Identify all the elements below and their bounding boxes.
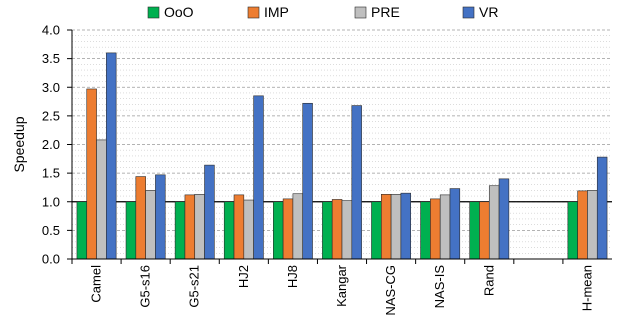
y-tick-label: 0.0 bbox=[42, 252, 60, 267]
bar-pre bbox=[292, 193, 304, 260]
y-tick-label: 4.0 bbox=[42, 23, 60, 38]
y-tick-label: 3.0 bbox=[42, 80, 60, 95]
bar-vr bbox=[351, 105, 362, 260]
x-tick-labels: Camel G5-s16 G5-s21 HJ2 HJ8 Kangar NAS-CG NAS-I… bbox=[89, 264, 595, 315]
bar-pre bbox=[194, 194, 205, 260]
bar-imp bbox=[135, 176, 146, 260]
x-tick-label: NAS-IS bbox=[432, 265, 447, 309]
y-tick-label: 2.5 bbox=[42, 108, 60, 123]
bar-imp bbox=[331, 199, 343, 260]
legend-swatch-imp bbox=[247, 6, 260, 19]
bar-imp bbox=[479, 201, 490, 260]
bar-imp bbox=[577, 190, 588, 260]
bar-ooo bbox=[273, 201, 284, 260]
y-tick-label: 0.5 bbox=[42, 223, 60, 238]
bar-pre bbox=[96, 139, 107, 260]
bar-pre bbox=[341, 200, 353, 260]
bar-imp bbox=[184, 194, 196, 260]
bar-pre bbox=[587, 190, 598, 260]
x-tick-label: H-mean bbox=[579, 265, 594, 311]
x-tick-label: G5-s21 bbox=[187, 265, 202, 308]
bar-ooo bbox=[174, 201, 186, 260]
x-tick-label: Camel bbox=[89, 265, 104, 303]
bar-vr bbox=[596, 156, 608, 260]
bar-ooo bbox=[76, 201, 88, 260]
legend-label-ooo: OoO bbox=[164, 4, 194, 20]
y-tick-label: 3.5 bbox=[42, 51, 60, 66]
bar-imp bbox=[430, 198, 441, 260]
legend-label-pre: PRE bbox=[371, 4, 400, 20]
bars bbox=[76, 52, 608, 260]
bar-pre bbox=[243, 199, 254, 260]
bar-vr bbox=[155, 174, 166, 260]
legend-label-imp: IMP bbox=[264, 4, 289, 20]
bar-imp bbox=[86, 88, 97, 260]
x-tick-label: Kangar bbox=[334, 264, 349, 307]
y-axis-label: Speedup bbox=[11, 116, 27, 172]
bar-vr bbox=[253, 95, 264, 260]
legend-swatch-ooo bbox=[147, 6, 160, 19]
bar-imp bbox=[282, 198, 294, 260]
bar-vr bbox=[400, 192, 411, 260]
bar-ooo bbox=[322, 201, 333, 260]
bar-vr bbox=[449, 188, 461, 260]
y-tick-label: 2.0 bbox=[42, 137, 60, 152]
y-tick-labels: 0.0 0.5 1.0 1.5 2.0 2.5 3.0 3.5 4.0 bbox=[42, 23, 60, 267]
legend-swatch-vr bbox=[462, 6, 475, 19]
bar-pre bbox=[390, 194, 402, 260]
legend: OoO IMP PRE VR bbox=[147, 4, 498, 20]
bar-ooo bbox=[371, 201, 382, 260]
axes bbox=[67, 29, 612, 264]
legend-swatch-pre bbox=[354, 6, 367, 19]
x-tick-label: G5-s16 bbox=[138, 265, 153, 308]
bar-ooo bbox=[567, 201, 578, 260]
bar-vr bbox=[302, 102, 313, 260]
x-tick-label: NAS-CG bbox=[383, 265, 398, 316]
bar-ooo bbox=[223, 201, 235, 260]
x-tick-label: HJ8 bbox=[285, 265, 300, 288]
y-tick-label: 1.5 bbox=[42, 166, 60, 181]
bar-vr bbox=[498, 178, 510, 260]
bar-pre bbox=[488, 185, 500, 260]
bar-ooo bbox=[125, 201, 137, 260]
bar-pre bbox=[145, 190, 156, 260]
bar-pre bbox=[439, 194, 451, 260]
bar-ooo bbox=[469, 201, 480, 260]
x-tick-label: Rand bbox=[481, 265, 496, 296]
bar-imp bbox=[233, 194, 245, 260]
bar-vr bbox=[106, 52, 117, 260]
legend-label-vr: VR bbox=[479, 4, 498, 20]
x-tick-label: HJ2 bbox=[236, 265, 251, 288]
y-tick-label: 1.0 bbox=[42, 194, 60, 209]
bar-vr bbox=[204, 164, 215, 260]
bar-ooo bbox=[420, 201, 431, 260]
bar-imp bbox=[380, 194, 392, 260]
